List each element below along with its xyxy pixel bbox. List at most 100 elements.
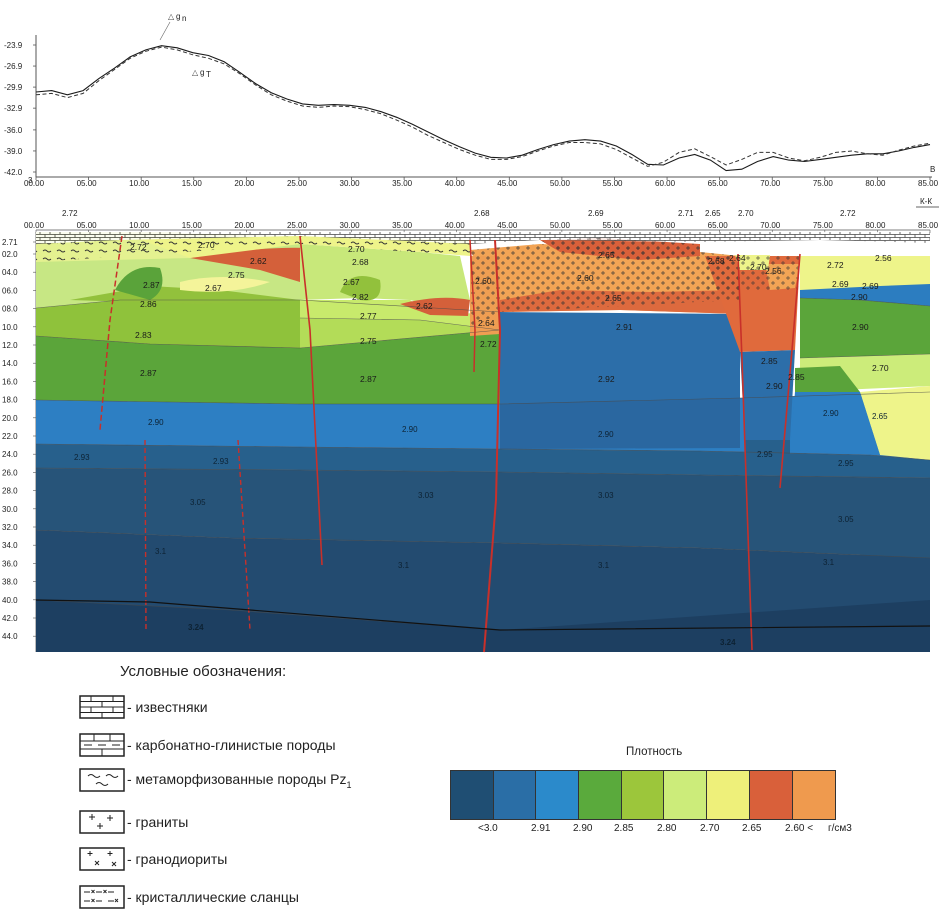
gravity-x-tick: 55.00 (602, 179, 623, 188)
section-depth-tick: 04.0 (2, 268, 18, 277)
gravity-end-label: B (930, 165, 935, 174)
section-x-tick: 50.00 (550, 221, 571, 230)
gravity-y-tick: -32.9 (4, 104, 23, 113)
fault-5 (737, 253, 753, 651)
observed-triangle-icon: △ (168, 12, 175, 21)
density-value: 2.69 (862, 281, 879, 291)
density-value: 3.1 (598, 561, 610, 570)
layer-290-rc2 (790, 392, 880, 455)
section-depth-tick: 12.0 (2, 341, 18, 350)
section-x-tick: 45.00 (497, 221, 518, 230)
faults (99, 235, 801, 653)
layer-267 (180, 277, 270, 292)
section-x-tick: 85.00 (918, 221, 939, 230)
section-x-tick: 20.00 (234, 221, 255, 230)
section-x-tick: 05.00 (77, 221, 98, 230)
density-value: 2.90 (852, 322, 869, 332)
observed-gravity-sub: n (182, 14, 186, 23)
base-line (35, 599, 931, 631)
gravity-y-tick: -36.0 (4, 126, 23, 135)
section-x-tick: 15.00 (182, 221, 203, 230)
layer-287 (36, 330, 500, 404)
gravity-y-tick: -42.0 (4, 168, 23, 177)
legend-item-granodiorite: - гранодиориты (80, 847, 227, 871)
density-tick: 2.80 (657, 823, 677, 834)
density-color-cell (749, 771, 793, 819)
section-x-tick: 55.00 (602, 221, 623, 230)
density-value: 2.56 (875, 253, 892, 263)
layer-269 (800, 256, 930, 290)
density-value: 2.72 (130, 242, 147, 252)
section-corner-label: К-К (920, 197, 932, 206)
layer-277 (300, 300, 500, 330)
gravity-x-tick: 85.00 (918, 179, 939, 188)
density-color-cell (451, 771, 494, 819)
observed-leader-line (159, 21, 171, 41)
density-value: 2.68 (708, 256, 725, 266)
density-value: 2.65 (872, 412, 888, 421)
layer-283 (36, 300, 300, 348)
section-depth-tick: 14.0 (2, 359, 18, 368)
section-depth-tick: 24.0 (2, 450, 18, 459)
model-gravity-sub: T (206, 70, 211, 79)
density-value: 2.92 (598, 374, 615, 384)
density-value: 2.90 (402, 425, 418, 434)
model-gravity-line (35, 46, 931, 167)
gravity-y-tick: -23.9 (4, 41, 23, 50)
layer-265-rb (860, 386, 930, 460)
legend-icons (79, 695, 125, 909)
density-value: 2.70 (348, 244, 365, 254)
density-value: 2.87 (140, 368, 157, 378)
density-value: 2.67 (205, 283, 222, 293)
carbonate-clay-pattern-icon (79, 733, 125, 757)
density-value: 3.1 (398, 561, 410, 570)
density-value: 2.85 (761, 356, 778, 366)
density-value: 2.86 (140, 299, 157, 309)
density-value: 2.62 (250, 256, 267, 266)
layer-290-rc (740, 350, 795, 440)
gravity-x-tick: 20.00 (234, 179, 255, 188)
legend-label-metamorphic-sub: 1 (346, 779, 352, 790)
density-value: 3.05 (838, 515, 854, 524)
section-x-tick: 30.00 (340, 221, 361, 230)
density-value: 2.93 (213, 457, 229, 466)
density-value: 3.05 (190, 498, 206, 507)
surface-density-value: 2.70 (738, 209, 754, 218)
section-x-tick: 40.00 (445, 221, 466, 230)
gravity-y-tick: -39.0 (4, 147, 23, 156)
density-value: 2.95 (757, 450, 773, 459)
legend-label-crystalline-schist: - кристаллические сланцы (127, 889, 299, 905)
density-value: 2.64 (729, 253, 746, 263)
layer-303 (36, 468, 930, 558)
layer-282 (340, 276, 381, 301)
legend-item-metamorphic: - метаморфизованные породы Pz1 (80, 768, 352, 792)
density-tick: 2.60 < (785, 823, 814, 834)
section-depth-tick: 22.0 (2, 432, 18, 441)
density-value: 2.77 (360, 311, 377, 321)
density-color-cell (664, 771, 708, 819)
metamorphic-pattern-icon (79, 768, 125, 792)
granite-texture-top (540, 238, 700, 260)
section-depth-tick: 16.0 (2, 377, 18, 386)
density-value: 2.93 (74, 453, 90, 462)
geology-body (35, 232, 931, 653)
granite-texture-col (705, 256, 800, 290)
section-depth-tick: 30.0 (2, 505, 18, 514)
layer-295-r (745, 440, 790, 470)
section-depth-tick: 34.0 (2, 541, 18, 550)
density-value: 3.1 (155, 547, 167, 556)
section-depth-tick: 20.0 (2, 414, 18, 423)
section-depth-tick: 06.0 (2, 286, 18, 295)
section-depth-tick: 10.0 (2, 323, 18, 332)
surface-density-labels: 2.72 2.68 2.69 2.71 2.65 2.70 2.72 (62, 209, 856, 218)
density-color-bar (450, 770, 837, 820)
gravity-x-tick: 60.00 (655, 179, 676, 188)
legend-item-limestone: - известняки (80, 695, 208, 719)
granodiorite-pattern-icon (79, 847, 125, 871)
gravity-x-tick: 25.00 (287, 179, 308, 188)
density-section: 00.00 05.00 10.00 15.00 20.00 25.00 30.00 35.00… (2, 197, 939, 653)
layer-285b (795, 366, 860, 392)
density-value: 2.60 (577, 273, 594, 283)
section-depth-tick: 28.0 (2, 487, 18, 496)
fault-6 (779, 253, 801, 489)
